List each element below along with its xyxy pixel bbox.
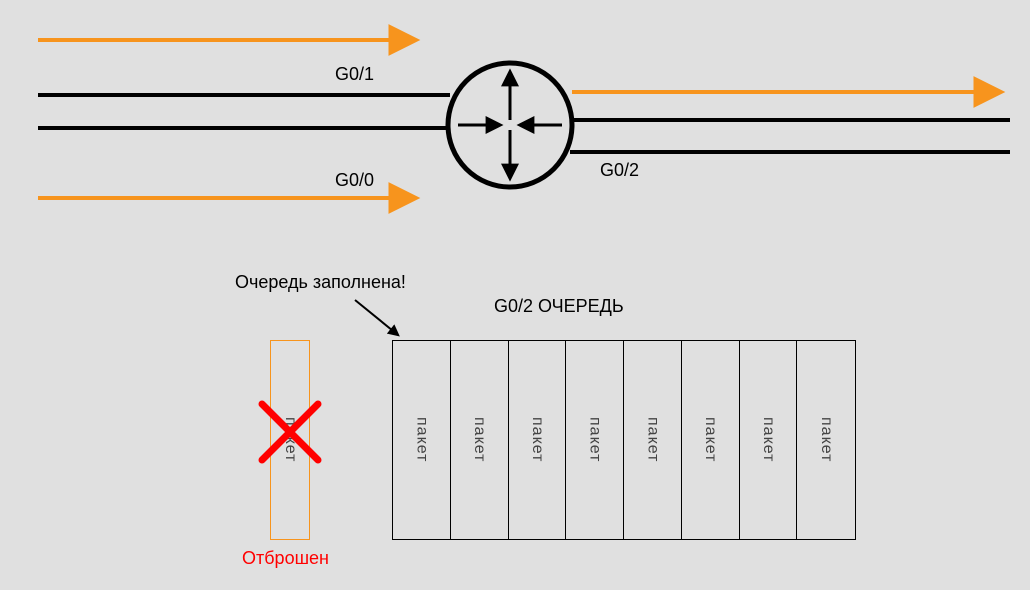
- queue-slot-label: пакет: [586, 417, 604, 462]
- queue-slot: пакет: [509, 341, 567, 539]
- queue-slot-label: пакет: [470, 417, 488, 462]
- queue-slot: пакет: [740, 341, 798, 539]
- queue-slot: пакет: [566, 341, 624, 539]
- queue-slot: пакет: [451, 341, 509, 539]
- queue-slot-label: пакет: [701, 417, 719, 462]
- queue-slot-label: пакет: [817, 417, 835, 462]
- router-flow-diagram: [0, 0, 1030, 250]
- queue-slot-label: пакет: [643, 417, 661, 462]
- interface-label-g02: G0/2: [600, 160, 639, 181]
- interface-label-g01: G0/1: [335, 64, 374, 85]
- dropped-packet-box: пакет: [270, 340, 310, 540]
- queue-full-pointer: [355, 300, 398, 335]
- queue-slot: пакет: [797, 341, 855, 539]
- dropped-packet-label: пакет: [281, 417, 299, 462]
- interface-label-g00: G0/0: [335, 170, 374, 191]
- queue-title: G0/2 ОЧЕРЕДЬ: [494, 296, 624, 317]
- queue-full-label: Очередь заполнена!: [235, 272, 406, 293]
- queue-slot-label: пакет: [759, 417, 777, 462]
- queue-slot-label: пакет: [528, 417, 546, 462]
- queue-box: пакет пакет пакет пакет пакет пакет пакет пакет: [392, 340, 856, 540]
- queue-slot: пакет: [624, 341, 682, 539]
- queue-slot-label: пакет: [412, 417, 430, 462]
- queue-slot: пакет: [393, 341, 451, 539]
- dropped-caption: Отброшен: [242, 548, 329, 569]
- queue-slot: пакет: [682, 341, 740, 539]
